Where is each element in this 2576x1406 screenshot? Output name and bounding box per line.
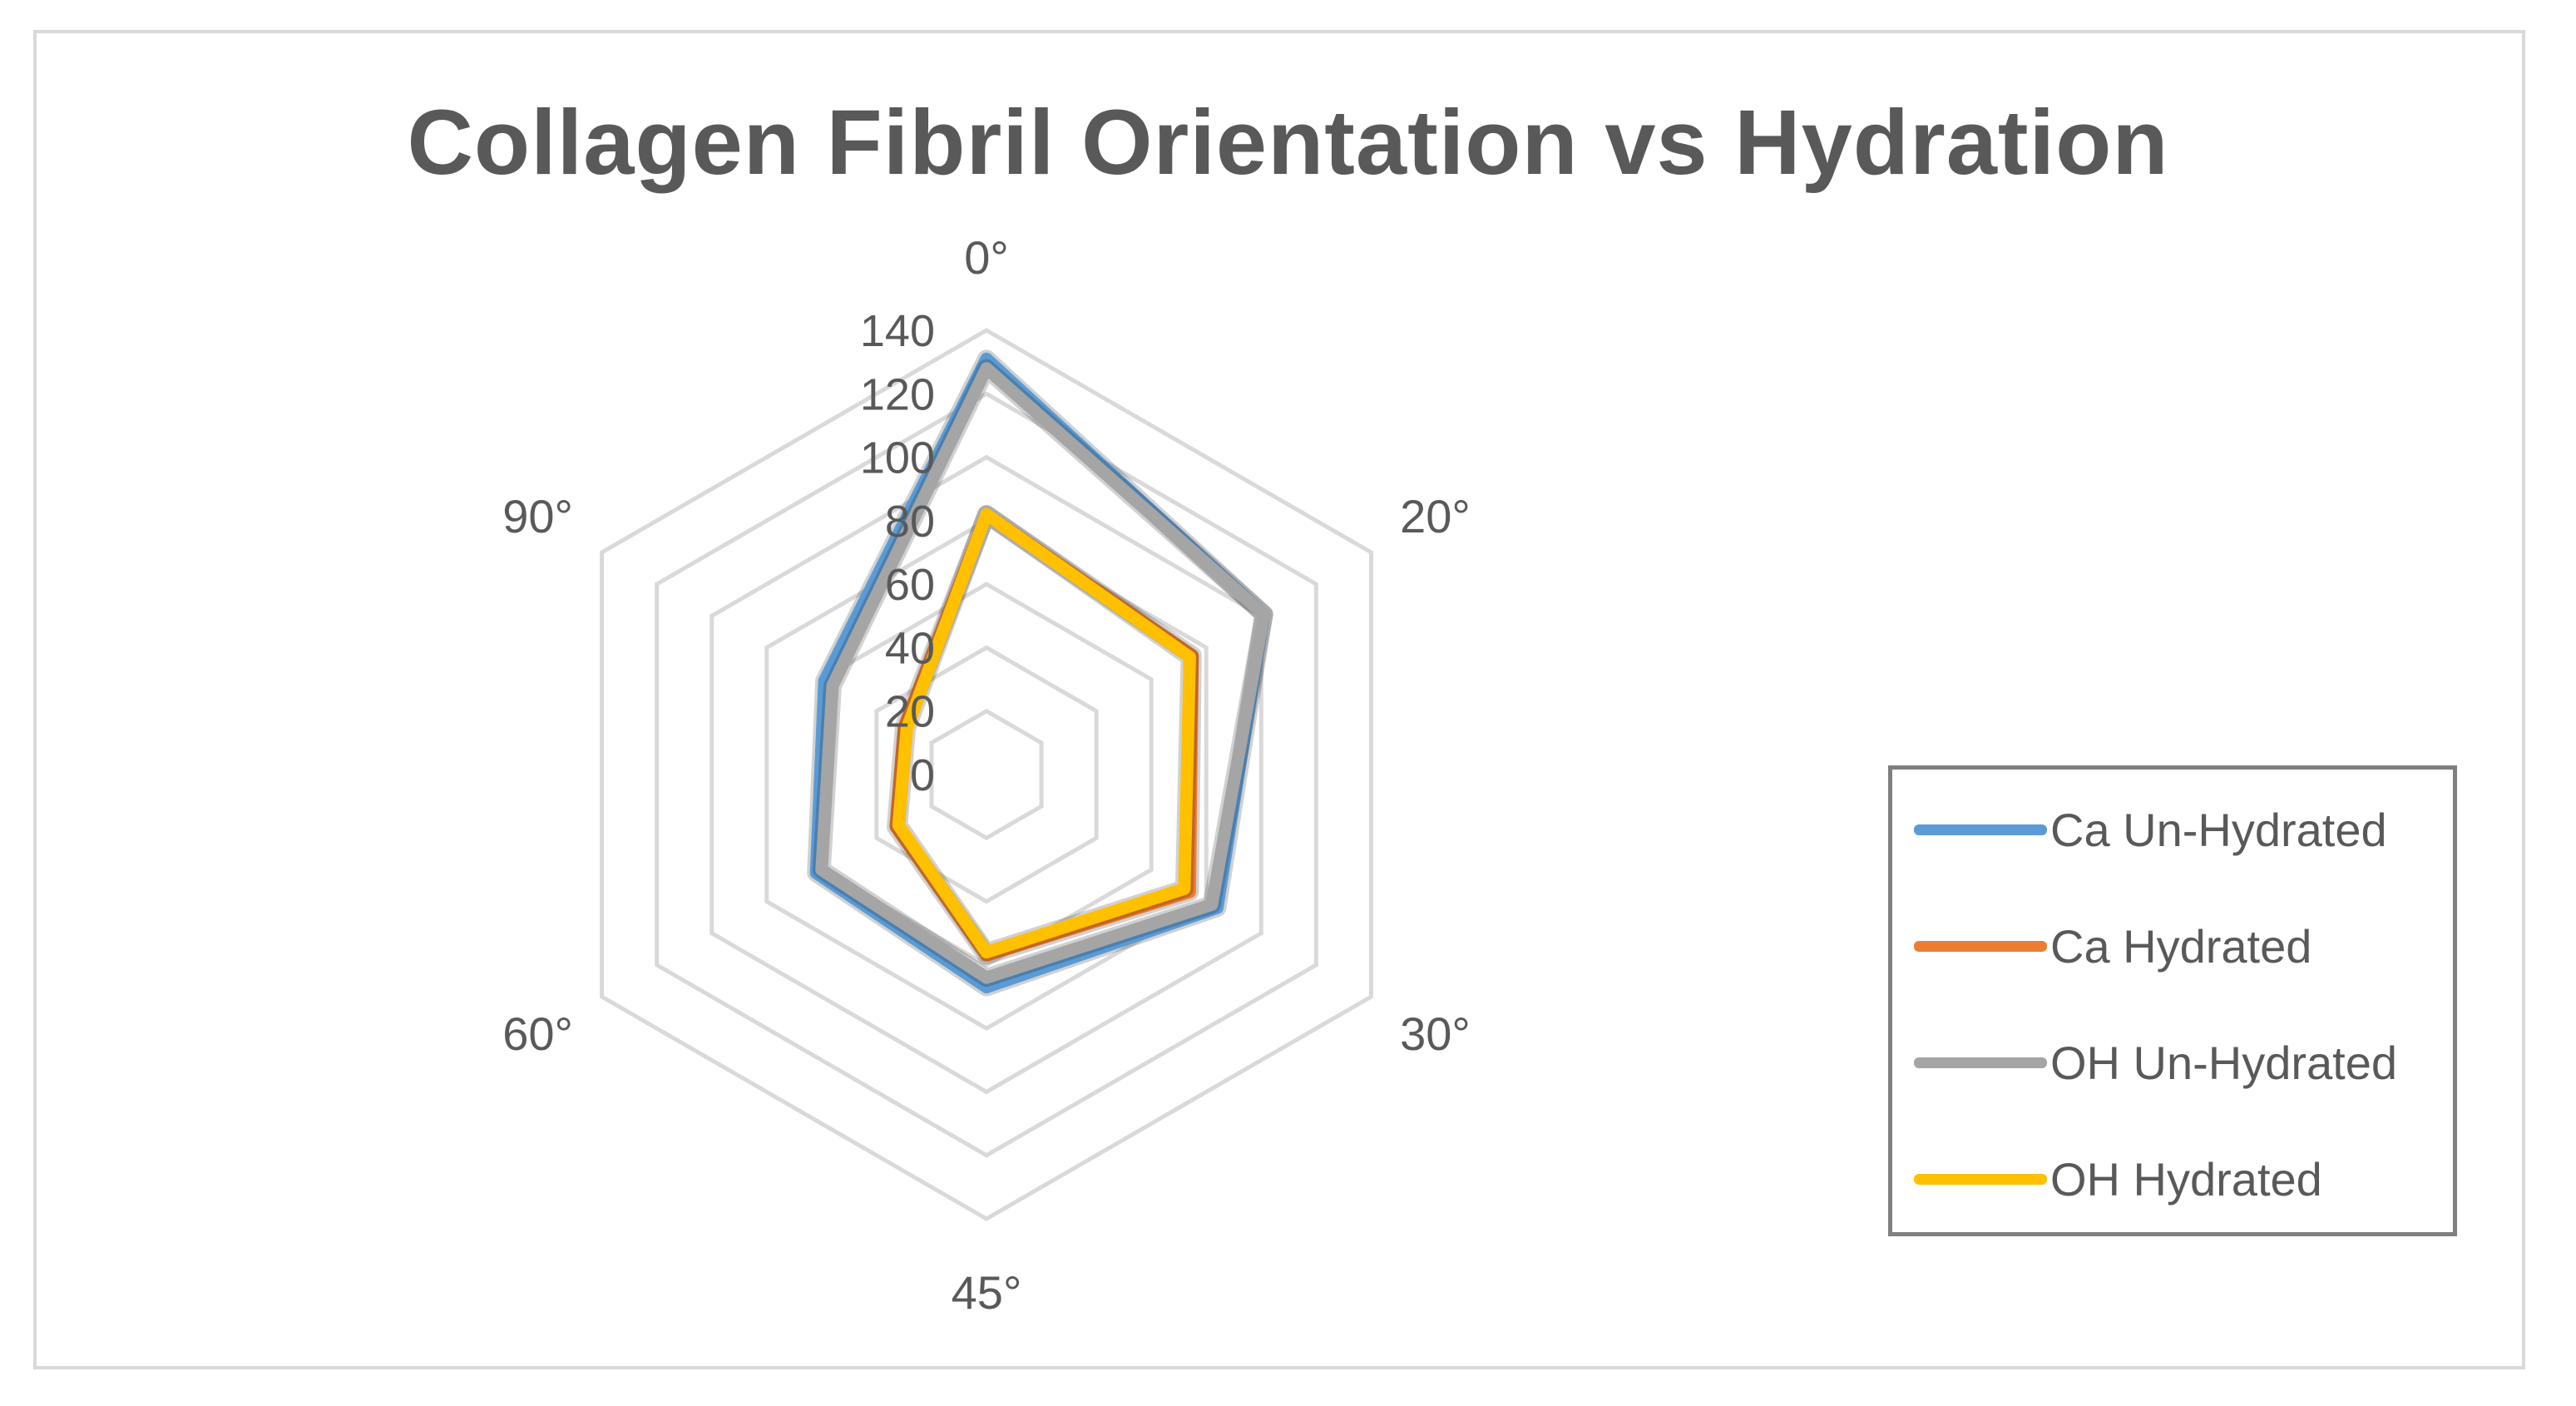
tick-label-0: 0 — [910, 750, 935, 800]
legend-item-oh-hydrated: OH Hydrated — [1914, 1146, 2322, 1212]
legend: Ca Un-Hydrated Ca Hydrated OH Un-Hydrated O… — [1888, 765, 2457, 1236]
tick-label-60: 60 — [885, 560, 935, 610]
tick-label-20: 20 — [885, 687, 935, 737]
grid-ring-40 — [874, 645, 1099, 904]
legend-label: OH Un-Hydrated — [2050, 1036, 2398, 1089]
legend-swatch — [1914, 1173, 2047, 1185]
chart-title: Collagen Fibril Orientation vs Hydration — [407, 92, 2169, 194]
legend-item-ca-un-hydrated: Ca Un-Hydrated — [1914, 796, 2387, 863]
legend-swatch — [1914, 824, 2047, 835]
tick-label-40: 40 — [885, 623, 935, 673]
legend-label: Ca Hydrated — [2050, 919, 2312, 973]
grid-ring-140 — [600, 328, 1373, 1221]
radar-series — [807, 349, 1273, 997]
axis-label-1: 20° — [1400, 490, 1471, 542]
legend-item-ca-hydrated: Ca Hydrated — [1914, 913, 2311, 979]
tick-label-120: 120 — [860, 369, 935, 419]
series-oh-un-hydrated — [812, 359, 1273, 988]
tick-label-100: 100 — [860, 433, 935, 483]
grid-ring-80 — [764, 517, 1209, 1032]
axis-label-3: 45° — [952, 1266, 1022, 1319]
grid-ring-20 — [929, 708, 1044, 841]
series-line-oh-hydrated — [892, 507, 1196, 959]
legend-swatch — [1914, 1057, 2047, 1068]
legend-label: OH Hydrated — [2050, 1152, 2322, 1205]
axis-label-2: 30° — [1400, 1007, 1471, 1060]
radar-grid — [600, 328, 1373, 1221]
tick-label-140: 140 — [860, 306, 935, 356]
legend-label: Ca Un-Hydrated — [2050, 803, 2387, 856]
series-line-oh-un-hydrated — [815, 362, 1271, 984]
category-axis-labels: 0° 20° 30° 45° 60° 90° — [502, 231, 1471, 1319]
axis-label-0: 0° — [964, 231, 1009, 284]
series-oh-hydrated — [889, 505, 1199, 962]
axis-label-4: 60° — [502, 1007, 573, 1060]
grid-ring-120 — [655, 391, 1318, 1158]
axis-label-5: 90° — [502, 490, 573, 542]
tick-label-80: 80 — [885, 497, 935, 547]
legend-swatch — [1914, 940, 2047, 952]
radial-tick-labels: 0 20 40 60 80 100 120 140 — [860, 306, 935, 800]
legend-item-oh-un-hydrated: OH Un-Hydrated — [1914, 1029, 2397, 1096]
